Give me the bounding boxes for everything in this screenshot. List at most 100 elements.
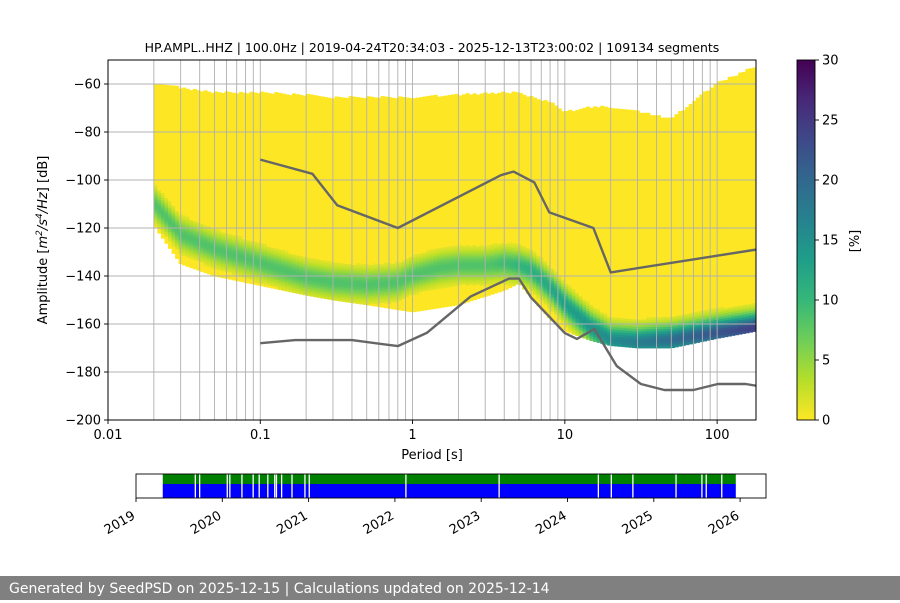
heatmap-cell (221, 169, 226, 173)
heatmap-cell (199, 216, 205, 220)
heatmap-cell (196, 183, 201, 187)
heatmap-cell (323, 101, 328, 105)
heatmap-cell (334, 240, 339, 244)
heatmap-cell (270, 117, 275, 121)
heatmap-cell (323, 183, 328, 187)
heatmap-cell (295, 101, 300, 105)
heatmap-cell (306, 187, 311, 191)
heatmap-cell (334, 226, 339, 229)
heatmap-cell (238, 223, 243, 227)
heatmap-cell (295, 269, 300, 273)
heatmap-cell (267, 95, 272, 99)
heatmap-cell (341, 119, 346, 122)
heatmap-cell (299, 243, 304, 247)
heatmap-cell (359, 279, 364, 283)
heatmap-cell (242, 224, 247, 228)
heatmap-cell (277, 138, 282, 142)
heatmap-cell (355, 149, 360, 153)
heatmap-cell (253, 123, 258, 127)
heatmap-cell (256, 148, 261, 152)
heatmap-cell (164, 111, 169, 115)
heatmap-cell (359, 109, 364, 113)
heatmap-cell (160, 235, 166, 239)
heatmap-cell (295, 257, 300, 261)
heatmap-cell (245, 215, 251, 219)
heatmap-cell (284, 209, 290, 213)
heatmap-cell (313, 277, 318, 281)
heatmap-cell (362, 278, 367, 281)
heatmap-cell (256, 177, 261, 180)
heatmap-cell (192, 240, 197, 243)
heatmap-cell (348, 206, 353, 210)
heatmap-cell (274, 276, 279, 280)
heatmap-cell (373, 171, 378, 175)
heatmap-cell (168, 246, 173, 249)
heatmap-cell (327, 289, 332, 293)
heatmap-cell (306, 108, 311, 112)
heatmap-cell (210, 198, 215, 202)
heatmap-cell (309, 132, 314, 136)
heatmap-cell (373, 210, 378, 213)
heatmap-cell (277, 244, 282, 247)
heatmap-cell (288, 107, 293, 110)
heatmap-cell (231, 114, 236, 118)
heatmap-cell (214, 249, 219, 253)
heatmap-cell (366, 180, 371, 184)
heatmap-cell (164, 144, 169, 148)
heatmap-cell (210, 112, 215, 115)
heatmap-cell (355, 257, 360, 261)
heatmap-cell (235, 143, 240, 147)
heatmap-cell (245, 246, 251, 250)
heatmap-cell (352, 230, 357, 234)
heatmap-cell (171, 246, 176, 250)
heatmap-cell (217, 169, 222, 172)
heatmap-cell (309, 120, 314, 124)
heatmap-cell (299, 176, 304, 180)
heatmap-cell (171, 152, 176, 156)
heatmap-cell (316, 163, 321, 166)
heatmap-cell (362, 189, 367, 193)
heatmap-cell (245, 268, 251, 272)
heatmap-cell (157, 108, 162, 112)
heatmap-cell (320, 122, 325, 126)
heatmap-cell (309, 128, 314, 131)
heatmap-cell (281, 208, 286, 212)
heatmap-cell (263, 209, 268, 213)
heatmap-cell (299, 207, 304, 211)
heatmap-cell (228, 207, 233, 211)
heatmap-cell (362, 170, 367, 173)
heatmap-cell (185, 139, 190, 143)
heatmap-cell (345, 148, 350, 152)
heatmap-cell (334, 262, 339, 265)
heatmap-cell (299, 142, 304, 146)
heatmap-cell (295, 110, 300, 114)
heatmap-cell (182, 145, 187, 148)
heatmap-cell (231, 167, 236, 170)
heatmap-cell (362, 275, 367, 279)
heatmap-cell (316, 167, 321, 171)
heatmap-cell (320, 120, 325, 124)
heatmap-cell (253, 236, 258, 240)
heatmap-cell (228, 144, 233, 148)
heatmap-cell (352, 118, 357, 121)
heatmap-cell (345, 143, 350, 147)
heatmap-cell (221, 251, 226, 255)
heatmap-cell (309, 250, 314, 254)
heatmap-cell (341, 243, 346, 247)
heatmap-cell (313, 119, 318, 122)
heatmap-cell (249, 91, 254, 95)
heatmap-cell (299, 253, 304, 257)
heatmap-cell (185, 163, 190, 167)
heatmap-cell (320, 182, 325, 186)
heatmap-cell (242, 248, 247, 252)
heatmap-cell (277, 143, 282, 147)
heatmap-cell (245, 153, 251, 157)
heatmap-cell (192, 242, 197, 246)
heatmap-cell (316, 263, 321, 267)
heatmap-cell (206, 163, 212, 167)
heatmap-cell (320, 214, 325, 217)
heatmap-cell (175, 148, 180, 151)
heatmap-cell (270, 115, 275, 119)
heatmap-cell (306, 127, 311, 131)
heatmap-cell (366, 170, 371, 174)
